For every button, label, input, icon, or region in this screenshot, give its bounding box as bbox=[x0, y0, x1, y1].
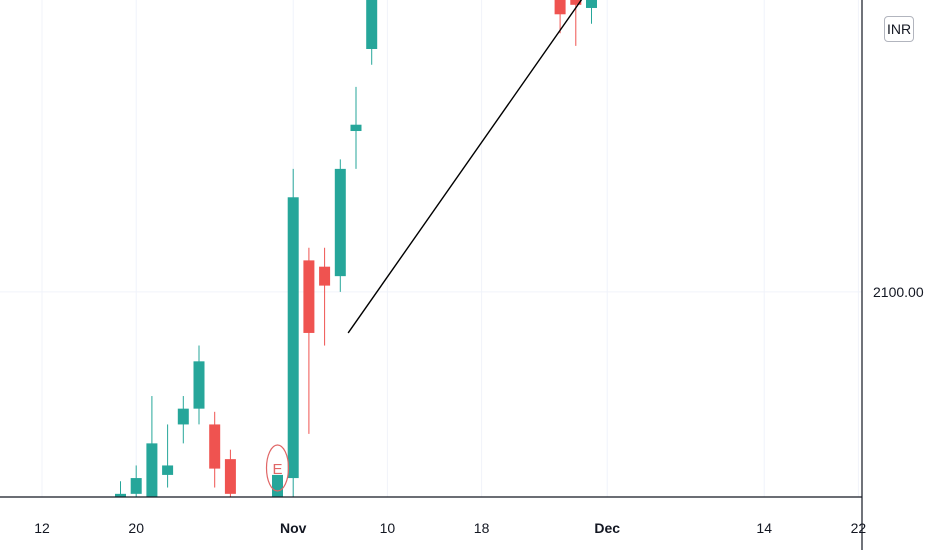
x-tick-label: 14 bbox=[756, 520, 772, 536]
trendline bbox=[347, 0, 583, 334]
candle-body bbox=[586, 0, 597, 8]
x-tick-label: 10 bbox=[380, 520, 396, 536]
candle-body bbox=[224, 459, 236, 494]
candle-body bbox=[319, 266, 331, 286]
candle-body bbox=[303, 260, 315, 333]
candle-body bbox=[130, 478, 142, 494]
y-tick-label: 2100.00 bbox=[873, 284, 924, 300]
candle-body bbox=[287, 197, 299, 479]
x-tick-label: Dec bbox=[594, 520, 620, 536]
candle-body bbox=[146, 443, 158, 497]
x-tick-label: Nov bbox=[280, 520, 307, 536]
candle-body bbox=[334, 168, 346, 277]
candle-body bbox=[570, 0, 582, 5]
candle-body bbox=[366, 0, 378, 49]
currency-badge[interactable]: INR bbox=[884, 16, 914, 42]
x-tick-label: 22 bbox=[851, 520, 867, 536]
candle-body bbox=[115, 493, 126, 497]
candle-body bbox=[193, 361, 205, 409]
x-tick-label: 12 bbox=[34, 520, 50, 536]
x-tick-label: 18 bbox=[474, 520, 490, 536]
x-tick-label: 20 bbox=[128, 520, 144, 536]
candle-body bbox=[162, 465, 174, 475]
candle-body bbox=[554, 0, 566, 15]
candle-body bbox=[350, 124, 362, 132]
earnings-marker bbox=[265, 444, 290, 492]
candle-body bbox=[177, 408, 189, 425]
candle-body bbox=[209, 424, 221, 469]
candle-body bbox=[272, 474, 283, 497]
earnings-marker-label: E bbox=[272, 461, 282, 478]
